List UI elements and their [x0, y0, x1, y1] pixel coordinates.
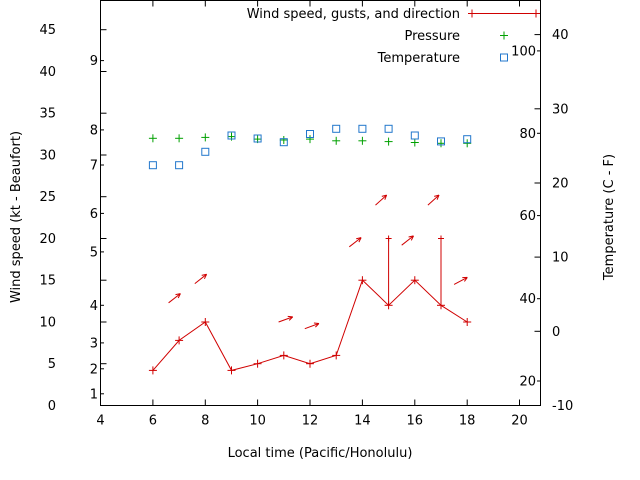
x-tick-label: 16 — [407, 414, 424, 429]
wind-direction-arrow — [375, 194, 387, 206]
wind-direction-arrowhead — [315, 323, 320, 328]
fahrenheit-label: 80 — [519, 127, 536, 142]
beaufort-label: 5 — [90, 245, 98, 260]
temperature-marker — [306, 130, 314, 138]
temperature-marker — [253, 134, 262, 143]
temperature-marker — [463, 135, 472, 144]
wind-direction-arrow — [427, 194, 440, 206]
temperature-marker — [148, 161, 157, 170]
x-tick-label: 14 — [354, 414, 371, 429]
wind-direction-arrowhead — [313, 322, 319, 324]
wind-direction-arrow — [348, 237, 362, 248]
x-tick-label: 18 — [459, 414, 476, 429]
wind-direction-arrowhead — [434, 194, 440, 197]
y-left-axis-title: Wind speed (kt - Beaufort) — [9, 131, 24, 303]
kt-tick-label: 25 — [39, 190, 56, 205]
kt-tick-label: 20 — [39, 232, 56, 247]
temperature-marker — [437, 137, 445, 146]
temperature-marker — [384, 124, 393, 133]
wind-direction-arrowhead — [408, 235, 414, 238]
x-axis-title: Local time (Pacific/Honolulu) — [228, 446, 413, 461]
wind-direction-arrowhead — [381, 194, 387, 197]
wind-direction-arrow — [278, 316, 293, 323]
celsius-tick-label: 10 — [552, 251, 569, 266]
legend-label: Wind speed, gusts, and direction — [247, 7, 460, 22]
x-tick-label: 4 — [96, 414, 104, 429]
kt-tick-label: 40 — [39, 65, 56, 80]
temperature-marker — [358, 124, 367, 133]
temperature-marker — [175, 161, 184, 170]
wind-direction-arrowhead — [410, 235, 414, 241]
beaufort-label: 7 — [90, 159, 98, 174]
temperature-marker — [332, 124, 341, 133]
wind-speed-line — [152, 279, 468, 371]
wind-direction-arrowhead — [436, 194, 440, 200]
kt-tick-label: 45 — [39, 23, 56, 38]
legend-square-sample — [500, 53, 508, 62]
beaufort-label: 3 — [90, 336, 98, 351]
x-tick-label: 6 — [149, 414, 157, 429]
celsius-tick-label: 40 — [552, 28, 569, 43]
wind-direction-arrowhead — [203, 274, 208, 280]
celsius-tick-label: 20 — [552, 176, 569, 191]
fahrenheit-label: 100 — [511, 44, 536, 59]
kt-tick-label: 30 — [39, 148, 56, 163]
wind-direction-arrowhead — [175, 293, 181, 296]
celsius-tick-label: 30 — [552, 102, 569, 117]
wind-direction-arrow — [194, 273, 207, 284]
legend-label: Temperature — [377, 51, 460, 66]
x-tick-label: 10 — [249, 414, 266, 429]
x-tick-label: 8 — [201, 414, 209, 429]
kt-tick-label: 35 — [39, 107, 56, 122]
temperature-marker — [279, 138, 288, 147]
x-tick-label: 12 — [302, 414, 319, 429]
wind-direction-arrowhead — [384, 194, 388, 200]
beaufort-label: 1 — [90, 387, 98, 402]
fahrenheit-label: 20 — [519, 375, 536, 390]
kt-tick-label: 0 — [48, 399, 56, 414]
wind-direction-arrowhead — [463, 277, 468, 282]
beaufort-label: 4 — [90, 299, 98, 314]
wind-direction-arrow — [401, 235, 414, 246]
beaufort-label: 2 — [90, 362, 98, 377]
wind-direction-arrow — [304, 323, 320, 330]
beaufort-label: 8 — [90, 123, 98, 138]
wind-direction-arrowhead — [356, 237, 362, 240]
wind-direction-arrow — [453, 276, 468, 285]
kt-tick-label: 5 — [48, 357, 56, 372]
wind-direction-arrowhead — [201, 273, 207, 276]
plot-border — [100, 0, 541, 406]
temperature-marker — [227, 131, 236, 140]
legend-label: Pressure — [404, 29, 460, 44]
temperature-marker — [201, 147, 210, 156]
wind-direction-arrowhead — [287, 315, 293, 318]
fahrenheit-label: 40 — [519, 292, 536, 307]
y-right-axis-title: Temperature (C - F) — [602, 154, 617, 281]
fahrenheit-label: 60 — [519, 209, 536, 224]
kt-tick-label: 10 — [39, 315, 56, 330]
celsius-tick-label: 0 — [552, 325, 560, 340]
temperature-marker — [410, 131, 419, 140]
wind-direction-arrow — [168, 293, 181, 304]
beaufort-label: 6 — [90, 207, 98, 222]
wind-direction-arrowhead — [358, 237, 362, 243]
kt-tick-label: 15 — [39, 274, 56, 289]
x-tick-label: 20 — [511, 414, 528, 429]
celsius-tick-label: -10 — [552, 399, 573, 414]
wind-direction-arrowhead — [177, 293, 181, 299]
wind-direction-arrowhead — [288, 316, 294, 321]
beaufort-label: 9 — [90, 54, 98, 69]
